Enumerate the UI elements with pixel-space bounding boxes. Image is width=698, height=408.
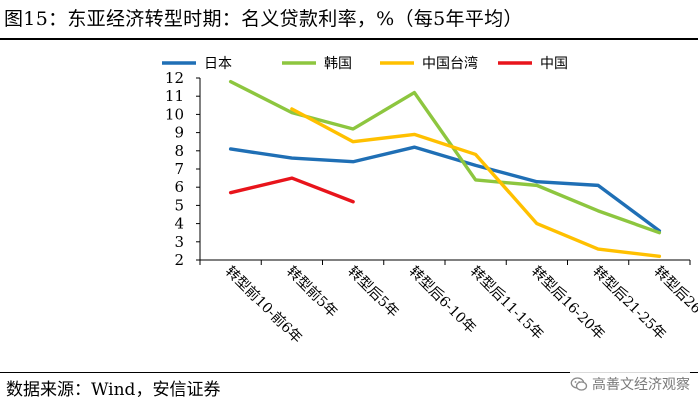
y-tick-label: 12 — [165, 69, 184, 87]
y-tick-label: 5 — [174, 196, 184, 214]
title-divider — [0, 38, 698, 40]
y-tick-label: 4 — [174, 215, 184, 233]
series-line-2 — [290, 107, 662, 259]
legend: 日本 韩国 中国台湾 中国 — [162, 55, 568, 72]
series-lines — [228, 79, 662, 259]
legend-label: 韩国 — [324, 56, 352, 72]
y-tick-label: 8 — [174, 142, 184, 160]
series-line-3 — [228, 176, 355, 204]
legend-label: 中国 — [540, 56, 568, 72]
y-tick-label: 11 — [165, 87, 184, 105]
watermark-text: 高善文经济观察 — [592, 377, 690, 393]
legend-label: 中国台湾 — [422, 55, 478, 72]
y-tick-label: 2 — [174, 251, 184, 269]
wechat-icon — [570, 377, 588, 391]
source-divider — [0, 372, 698, 373]
y-tick-label: 6 — [174, 178, 184, 196]
chart-axes — [199, 78, 690, 261]
legend-label: 日本 — [204, 56, 232, 72]
y-tick-label: 10 — [165, 105, 184, 123]
y-tick-label: 7 — [174, 160, 184, 178]
series-line-0 — [228, 145, 662, 233]
chart-title: 图15：东亚经济转型时期：名义贷款利率，%（每5年平均） — [4, 8, 523, 30]
source-note: 数据来源：Wind，安信证券 — [6, 380, 221, 400]
x-tick-label: 转型后5年 — [344, 264, 401, 321]
x-tick-label: 转型前5年 — [283, 263, 341, 321]
y-tick-label: 3 — [174, 233, 184, 251]
y-tick-label: 9 — [174, 124, 184, 142]
watermark: 高善文经济观察 — [570, 372, 690, 396]
